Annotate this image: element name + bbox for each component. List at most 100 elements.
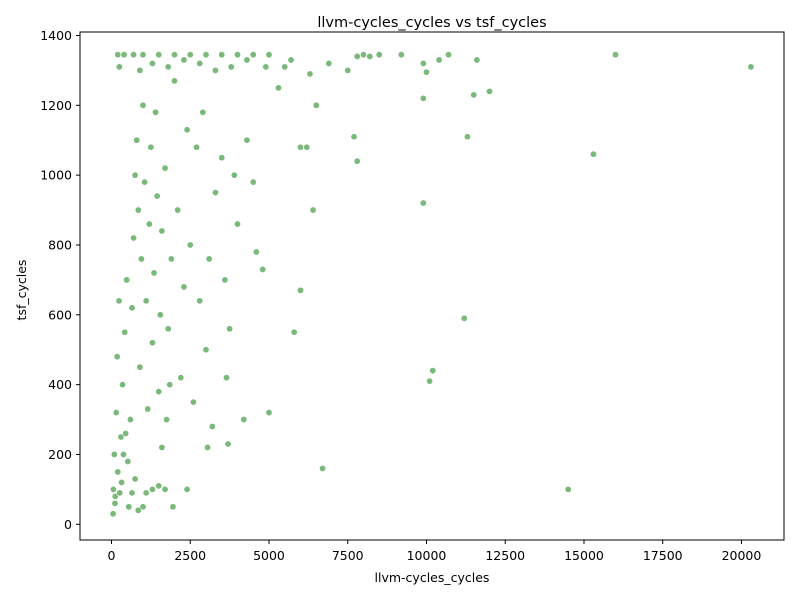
scatter-point: [144, 405, 152, 413]
scatter-point: [249, 178, 257, 186]
scatter-point: [224, 440, 232, 448]
scatter-point: [118, 478, 126, 486]
scatter-point: [186, 51, 194, 59]
scatter-point: [306, 70, 314, 78]
scatter-point: [148, 485, 156, 493]
scatter-point: [150, 269, 158, 277]
scatter-point: [171, 77, 179, 85]
scatter-point: [325, 59, 333, 67]
y-tick-label: 800: [48, 237, 72, 252]
scatter-point: [259, 265, 267, 273]
scatter-point: [180, 56, 188, 64]
scatter-point: [174, 206, 182, 214]
scatter-point: [186, 241, 194, 249]
scatter-point: [130, 234, 138, 242]
scatter-point: [353, 52, 361, 60]
scatter-point: [139, 503, 147, 511]
scatter-point: [164, 325, 172, 333]
x-axis-ticks: 0 2500 5000 7500 10000 12500 15000 17500 20000: [108, 540, 761, 563]
scatter-point: [119, 381, 127, 389]
scatter-point: [353, 157, 361, 165]
scatter-point: [169, 503, 177, 511]
scatter-point: [249, 51, 257, 59]
scatter-point: [290, 328, 298, 336]
scatter-point: [281, 63, 289, 71]
scatter-point: [177, 374, 185, 382]
scatter-point: [141, 178, 149, 186]
scatter-point: [161, 164, 169, 172]
scatter-point: [359, 51, 367, 59]
scatter-point: [125, 503, 133, 511]
plot-area-frame: [79, 31, 785, 541]
scatter-point: [134, 206, 142, 214]
x-tick-label: 7500: [332, 548, 364, 563]
scatter-point: [126, 416, 134, 424]
scatter-point: [152, 108, 160, 116]
scatter-point: [397, 51, 405, 59]
scatter-point: [153, 192, 161, 200]
x-axis-label: llvm-cycles_cycles: [375, 570, 490, 585]
scatter-point: [199, 108, 207, 116]
scatter-point: [218, 51, 226, 59]
scatter-point: [156, 311, 164, 319]
scatter-point: [470, 91, 478, 99]
scatter-point: [202, 51, 210, 59]
scatter-point: [218, 154, 226, 162]
scatter-point: [116, 489, 124, 497]
chart-title: llvm-cycles_cycles vs tsf_cycles: [317, 15, 546, 31]
scatter-point: [296, 143, 304, 151]
scatter-point: [113, 353, 121, 361]
x-tick-label: 10000: [407, 548, 447, 563]
scatter-point: [202, 346, 210, 354]
scatter-point: [262, 63, 270, 71]
x-tick-label: 12500: [485, 548, 525, 563]
y-tick-label: 1000: [40, 168, 72, 183]
y-tick-label: 0: [64, 517, 72, 532]
scatter-point: [204, 443, 212, 451]
scatter-point: [196, 297, 204, 305]
scatter-point: [115, 63, 123, 71]
scatter-point: [183, 485, 191, 493]
y-tick-label: 600: [48, 307, 72, 322]
scatter-point: [115, 297, 123, 305]
scatter-point: [208, 423, 216, 431]
scatter-point: [124, 457, 132, 465]
scatter-point: [243, 136, 251, 144]
x-tick-label: 15000: [564, 548, 604, 563]
scatter-point: [193, 143, 201, 151]
scatter-point: [148, 59, 156, 67]
scatter-point: [426, 377, 434, 385]
scatter-point: [121, 328, 129, 336]
scatter-point: [119, 450, 127, 458]
scatter-point: [240, 416, 248, 424]
scatter-point: [109, 485, 117, 493]
scatter-point: [137, 255, 145, 263]
scatter-point: [155, 482, 163, 490]
scatter-point: [429, 367, 437, 375]
scatter-point: [114, 51, 122, 59]
scatter-point: [111, 499, 119, 507]
scatter-point: [233, 51, 241, 59]
scatter-point: [221, 276, 229, 284]
y-axis-ticks: 0 200 400 600 800 1000 1200 1400: [40, 28, 80, 532]
scatter-point: [226, 325, 234, 333]
scatter-point: [230, 171, 238, 179]
scatter-point: [155, 51, 163, 59]
scatter-point: [114, 468, 122, 476]
scatter-point: [196, 59, 204, 67]
scatter-point: [128, 304, 136, 312]
scatter-point: [435, 56, 443, 64]
scatter-point: [139, 101, 147, 109]
scatter-point: [189, 398, 197, 406]
scatter-point: [485, 87, 493, 95]
scatter-point: [222, 374, 230, 382]
scatter-point: [344, 66, 352, 74]
scatter-point: [473, 56, 481, 64]
scatter-point: [611, 51, 619, 59]
scatter-point: [589, 150, 597, 158]
y-tick-label: 400: [48, 377, 72, 392]
scatter-point: [145, 220, 153, 228]
scatter-point: [109, 510, 117, 518]
scatter-point: [130, 51, 138, 59]
scatter-point: [171, 51, 179, 59]
